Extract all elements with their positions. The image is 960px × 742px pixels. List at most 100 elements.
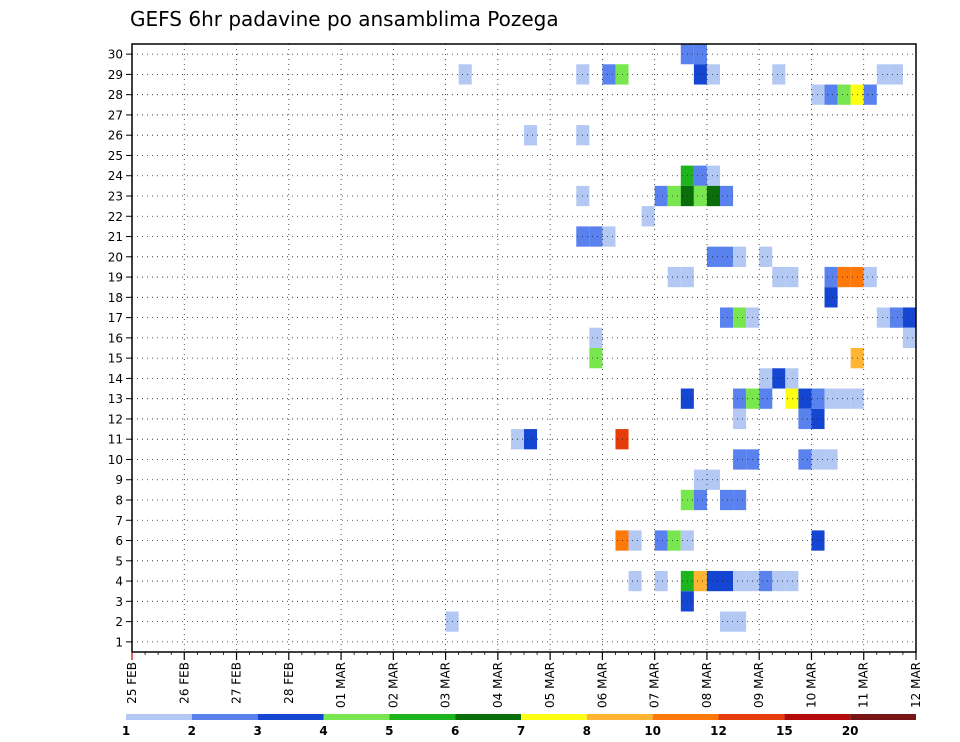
precip-cell [654,570,668,592]
precip-cell [524,429,538,450]
x-tick-label: 01 MAR [334,662,348,708]
precip-cell [759,246,773,267]
colorbar-swatch [718,714,785,720]
colorbar-label: 7 [517,724,525,738]
x-tick-label: 26 FEB [177,662,191,704]
precip-cell [733,307,747,328]
precip-cell [837,266,851,288]
precip-cell [889,64,903,85]
precip-cell [733,489,747,511]
precip-cell [693,165,707,186]
precip-cell [693,469,707,490]
precip-cell [772,64,786,85]
precip-cell [837,84,851,105]
grid-layer [132,44,916,652]
y-tick-label: 23 [108,190,123,204]
precip-cell [824,266,838,288]
precip-cell [667,185,681,207]
y-tick-label: 26 [108,129,123,143]
precip-cell [876,307,890,328]
colorbar-swatch [191,714,258,720]
precip-cell [798,388,812,409]
y-tick-label: 2 [115,615,123,629]
precip-cell [759,368,773,389]
x-tick-label: 10 MAR [804,662,818,708]
x-tick-label: 27 FEB [230,662,244,704]
y-tick-label: 27 [108,108,123,122]
colorbar-label: 5 [385,724,393,738]
precip-cell [720,307,734,328]
precip-cell [824,287,838,308]
precip-cell [720,570,734,592]
precip-cell [706,246,720,267]
y-tick-label: 14 [108,372,123,386]
precip-cell [720,611,734,632]
precip-cell [693,489,707,511]
y-tick-label: 19 [108,271,123,285]
precip-cell [589,327,603,348]
y-tick-label: 29 [108,68,123,82]
precip-cell [863,84,877,105]
precip-cell [811,84,825,105]
colorbar-label: 10 [644,724,661,738]
colorbar-swatch [323,714,390,720]
precip-cell [759,570,773,592]
x-tick-label: 06 MAR [595,662,609,708]
y-tick-label: 9 [115,473,123,487]
x-axis: 25 FEB 26 FEB 27 FEB 28 FEB 01 MAR 02 MAR 03 M… [125,652,923,708]
precip-cell [772,368,786,389]
precip-cell [628,570,642,592]
x-tick-label: 07 MAR [648,662,662,708]
y-tick-label: 12 [108,412,123,426]
precip-cell [824,449,838,470]
colorbar-label: 4 [319,724,327,738]
y-tick-label: 10 [108,453,123,467]
y-tick-label: 11 [108,433,123,447]
colorbar-swatch [455,714,521,720]
precip-cell [706,64,720,85]
precip-cell [759,388,773,409]
precip-cell [733,570,747,592]
precip-cell [720,489,734,511]
precip-cell [641,206,655,227]
precip-cell [824,84,838,105]
colorbar: 1 2 3 4 5 6 7 8 10 12 15 20 [122,714,916,738]
x-tick-label: 02 MAR [386,662,400,708]
colorbar-swatch [126,714,192,720]
y-tick-label: 20 [108,250,123,264]
y-tick-label: 3 [115,595,123,609]
precip-cell [772,266,786,288]
chart-title: GEFS 6hr padavine po ansamblima Pozega [130,7,559,31]
precip-cell [693,64,707,85]
precip-cell [706,469,720,490]
colorbar-label: 1 [122,724,130,738]
y-tick-label: 17 [108,311,123,325]
y-tick-label: 25 [108,149,123,163]
colorbar-swatch [257,714,324,720]
y-tick-label: 8 [115,494,123,508]
precip-cell [706,185,720,207]
x-tick-label: 04 MAR [491,662,505,708]
precip-cell [602,64,616,85]
y-tick-label: 16 [108,331,123,345]
precip-cell [785,368,799,389]
precip-cell [733,388,747,409]
colorbar-swatch [784,714,851,720]
precip-cell [458,64,472,85]
precip-cell [863,266,877,288]
precip-cell [785,388,799,409]
y-tick-label: 5 [115,554,123,568]
colorbar-swatch [521,714,587,720]
precip-cell [811,408,825,430]
precip-cell [720,185,734,207]
y-tick-label: 6 [115,534,123,548]
precip-cell [876,64,890,85]
precip-cell [706,570,720,592]
colorbar-label: 20 [842,724,859,738]
x-tick-label: 08 MAR [700,662,714,708]
x-tick-label: 05 MAR [543,662,557,708]
precip-cell [667,530,681,551]
colorbar-label: 3 [253,724,261,738]
precip-cell [902,327,916,348]
